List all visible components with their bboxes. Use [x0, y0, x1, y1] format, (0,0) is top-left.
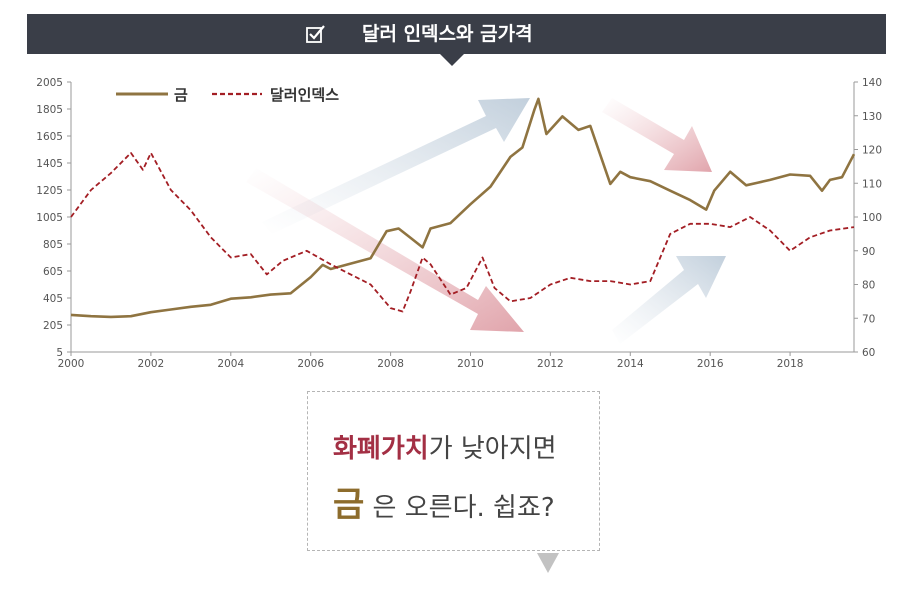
- down-pointer: [537, 553, 559, 573]
- legend-label-dollar-index: 달러인덱스: [270, 86, 339, 104]
- y-left-tick-label: 605: [43, 266, 63, 278]
- x-tick-label: 2004: [217, 358, 244, 370]
- trend-arrow-red-2: [602, 98, 712, 172]
- y-left-tick-label: 1205: [36, 185, 63, 197]
- title-bar: 달러 인덱스와 금가격: [27, 14, 886, 66]
- y-right-tick-label: 100: [862, 212, 882, 224]
- y-right-tick-label: 140: [862, 77, 882, 89]
- trend-arrow-blue-2: [612, 256, 726, 344]
- series-line-dollar-index: [70, 152, 855, 313]
- y-right-tick-label: 130: [862, 111, 882, 123]
- y-left-tick-label: 405: [43, 293, 63, 305]
- trend-arrows: [246, 98, 726, 344]
- y-left-tick-label: 1405: [36, 158, 63, 170]
- y-right-tick-label: 70: [862, 313, 875, 325]
- message-callout: 화폐가치가 낮아지면 금 은 오른다. 쉽죠?: [307, 391, 600, 551]
- x-tick-label: 2016: [697, 358, 724, 370]
- callout-accent-currency-value: 화폐가치: [333, 434, 429, 464]
- y-left-tick-label: 1005: [36, 212, 63, 224]
- x-tick-label: 2002: [138, 358, 165, 370]
- y-left-tick-label: 5: [56, 347, 63, 359]
- legend-label-gold: 금: [174, 86, 188, 104]
- callout-line-1-rest: 가 낮아지면: [428, 434, 557, 464]
- y-right-tick-label: 60: [862, 347, 875, 359]
- x-tick-label: 2000: [58, 358, 85, 370]
- page-title: 달러 인덱스와 금가격: [362, 23, 533, 45]
- x-tick-label: 2008: [377, 358, 404, 370]
- x-tick-label: 2010: [457, 358, 484, 370]
- y-left-tick-label: 1805: [36, 104, 63, 116]
- y-left-tick-label: 2005: [36, 77, 63, 89]
- y-right-tick-label: 120: [862, 145, 882, 157]
- callout-line-2-rest: 은 오른다. 쉽죠?: [372, 493, 555, 523]
- trend-arrow-blue-1: [262, 98, 530, 234]
- y-right-tick-label: 110: [862, 178, 882, 190]
- callout-line-1: 화폐가치가 낮아지면: [333, 428, 557, 465]
- series-line-gold: [70, 97, 856, 319]
- callout-accent-gold: 금: [333, 485, 365, 525]
- x-tick-label: 2012: [537, 358, 564, 370]
- y-left-tick-label: 805: [43, 239, 63, 251]
- title-pointer: [440, 54, 464, 66]
- trend-arrow-red-1: [246, 168, 524, 332]
- x-tick-label: 2014: [617, 358, 644, 370]
- y-left-tick-label: 1605: [36, 131, 63, 143]
- y-left-tick-label: 205: [43, 320, 63, 332]
- y-right-tick-label: 90: [862, 246, 875, 258]
- x-tick-label: 2018: [777, 358, 804, 370]
- x-tick-label: 2006: [297, 358, 324, 370]
- y-right-tick-label: 80: [862, 280, 875, 292]
- callout-line-2: 금 은 오른다. 쉽죠?: [333, 477, 555, 526]
- checkbox-icon: [306, 25, 325, 43]
